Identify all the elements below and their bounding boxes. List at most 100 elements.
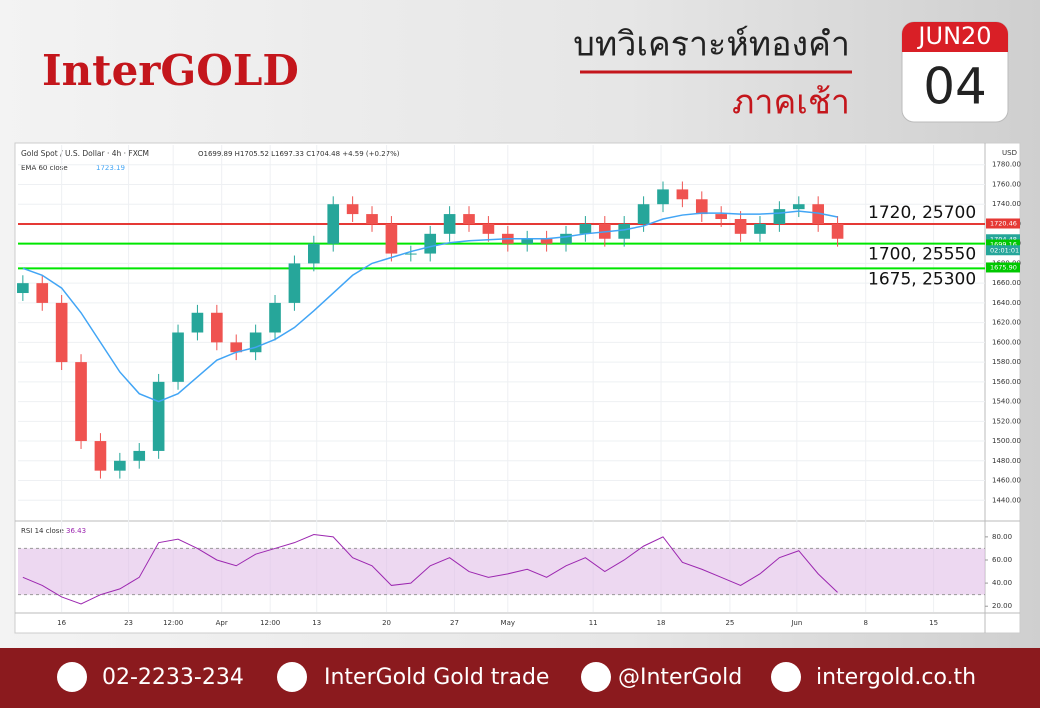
candle-body xyxy=(560,233,572,244)
rsi-band xyxy=(18,548,985,595)
x-tick-label: 20 xyxy=(382,619,391,627)
currency: USD xyxy=(1002,149,1017,157)
header-title: บทวิเคราะห์ทองคำ xyxy=(573,25,850,65)
level-label: 1675, 25300 xyxy=(868,269,976,289)
candle-body xyxy=(36,283,49,303)
candle-body xyxy=(618,223,631,239)
countdown-tag xyxy=(986,245,1020,256)
candle-body xyxy=(172,332,184,382)
phone-icon xyxy=(57,662,87,692)
candle-body xyxy=(75,362,87,442)
footer: 02-2233-234 InterGold Gold trade @InterG… xyxy=(57,662,976,692)
y-tick-label: 1640.00 xyxy=(992,299,1021,307)
ohlc-text: O1699.89 H1705.52 L1697.33 C1704.48 +4.5… xyxy=(198,150,400,158)
rsi-line xyxy=(22,534,838,605)
x-tick-label: 27 xyxy=(450,619,459,627)
price-tag xyxy=(986,234,1020,245)
x-tick-label: May xyxy=(501,619,515,627)
footer-bar xyxy=(0,648,1040,708)
ema-line xyxy=(22,210,838,403)
y-tick-label: 20.00 xyxy=(992,602,1012,610)
y-tick-label: 1580.00 xyxy=(992,358,1021,366)
candle-body xyxy=(346,204,359,215)
calendar-day: 04 xyxy=(923,58,987,116)
calendar: JUN20 04 xyxy=(901,21,1009,123)
candle-body xyxy=(657,189,669,205)
candle-body xyxy=(637,204,650,224)
x-tick-label: 8 xyxy=(863,619,867,627)
y-tick-label: 1780.00 xyxy=(992,161,1021,169)
candle-body xyxy=(55,302,68,363)
candle-body xyxy=(715,214,728,220)
candle-body xyxy=(94,441,107,471)
y-tick-label: 40.00 xyxy=(992,579,1012,587)
symbol-title: Gold Spot / U.S. Dollar · 4h · FXCM xyxy=(21,149,149,158)
candle-body xyxy=(308,243,320,264)
price-tag-label: 1675.90 xyxy=(990,263,1017,271)
x-tick-label: 23 xyxy=(124,619,133,627)
candle-body xyxy=(482,223,495,234)
candle-body xyxy=(191,312,204,333)
candle-body xyxy=(424,233,437,254)
y-tick-label: 1440.00 xyxy=(992,496,1021,504)
candle-body xyxy=(249,332,262,353)
candle-body xyxy=(17,283,29,294)
y-tick-label: 1660.00 xyxy=(992,279,1021,287)
candle-body xyxy=(812,204,824,224)
x-tick-label: 25 xyxy=(725,619,734,627)
candle-body xyxy=(831,223,844,239)
price-tag xyxy=(986,239,1020,250)
candle-body xyxy=(385,223,398,254)
x-tick-label: 15 xyxy=(929,619,938,627)
candle-body xyxy=(366,214,378,224)
candle-body xyxy=(695,199,708,215)
candle-body xyxy=(269,302,281,333)
candle-body xyxy=(327,204,340,244)
price-tag-label: 1699.16 xyxy=(990,241,1017,249)
x-tick-label: 12:00 xyxy=(260,619,280,627)
y-tick-label: 1760.00 xyxy=(992,180,1021,188)
line-icon xyxy=(581,662,611,692)
candle-body xyxy=(754,223,766,234)
ema-legend: EMA 60 close xyxy=(21,164,68,172)
price-tag xyxy=(986,262,1020,273)
candle-body xyxy=(443,214,456,234)
y-tick-label: 1620.00 xyxy=(992,319,1021,327)
ema-legend-value: 1723.19 xyxy=(96,164,125,172)
candle-body xyxy=(521,238,534,244)
rsi-legend: RSI 14 close xyxy=(21,527,64,535)
footer-website: intergold.co.th xyxy=(816,665,976,690)
x-tick-label: 16 xyxy=(57,619,66,627)
level-label: 1720, 25700 xyxy=(868,203,976,223)
candle-body xyxy=(792,204,805,210)
candle-body xyxy=(114,460,126,471)
x-tick-label: 12:00 xyxy=(163,619,183,627)
candle-body xyxy=(463,214,475,224)
candle-body xyxy=(133,450,146,461)
price-tag-label: 1720.46 xyxy=(990,219,1017,227)
countdown: 02:01:01 xyxy=(990,246,1019,254)
x-tick-label: 13 xyxy=(312,619,321,627)
y-tick-label: 1600.00 xyxy=(992,338,1021,346)
candle-body xyxy=(152,381,165,451)
candle-body xyxy=(288,263,301,303)
candle-body xyxy=(579,223,592,234)
price-tag xyxy=(986,218,1020,229)
candle-body xyxy=(230,342,243,353)
price-tag-label: 1704.48 xyxy=(990,235,1017,243)
y-tick-label: 1520.00 xyxy=(992,417,1021,425)
candle-body xyxy=(404,253,417,255)
y-tick-label: 60.00 xyxy=(992,556,1012,564)
y-tick-label: 1740.00 xyxy=(992,200,1021,208)
y-tick-label: 80.00 xyxy=(992,533,1012,541)
candle-body xyxy=(676,189,689,200)
facebook-icon xyxy=(277,662,307,692)
y-tick-label: 1480.00 xyxy=(992,457,1021,465)
candle-body xyxy=(734,219,747,234)
x-tick-label: Jun xyxy=(790,619,802,627)
header-subtitle: ภาคเช้า xyxy=(732,83,850,123)
x-tick-label: 18 xyxy=(657,619,666,627)
candle-body xyxy=(211,312,223,343)
candle-body xyxy=(540,238,553,244)
